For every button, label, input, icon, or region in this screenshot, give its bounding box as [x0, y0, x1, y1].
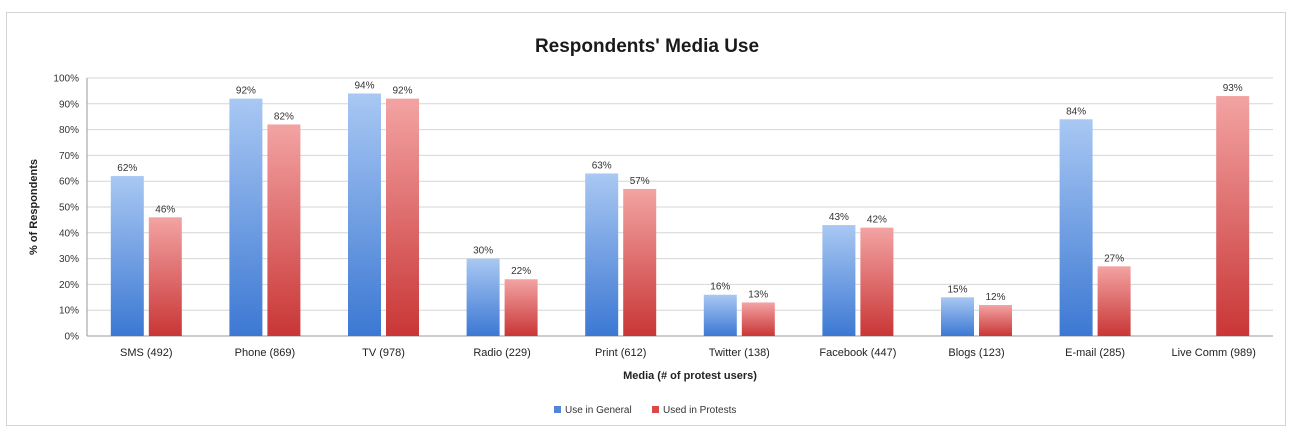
x-axis-title: Media (# of protest users)	[623, 370, 757, 382]
y-tick-label: 50%	[59, 203, 79, 214]
bar-use-in-general	[348, 93, 381, 336]
y-tick-label: 100%	[53, 74, 79, 85]
data-label: 57%	[630, 176, 650, 187]
y-axis-ticks: 0% 10% 20% 30% 40% 50% 60% 70% 80% 90% 100%	[53, 74, 79, 343]
data-label: 46%	[155, 204, 175, 215]
bar-used-in-protests	[267, 124, 301, 336]
legend: Use in General Used in Protests	[554, 405, 736, 416]
bar-use-in-general	[1059, 119, 1093, 336]
data-label: 63%	[592, 160, 612, 171]
bar-use-in-general	[229, 98, 263, 336]
x-category-label: Radio (229)	[473, 347, 530, 359]
data-label: 84%	[1066, 106, 1086, 117]
bars	[110, 93, 1250, 336]
bar-use-in-general	[585, 173, 619, 336]
data-label: 92%	[392, 86, 412, 97]
x-category-label: E-mail (285)	[1065, 347, 1125, 359]
bar-used-in-protests	[504, 279, 538, 336]
y-tick-label: 70%	[59, 151, 79, 162]
y-tick-label: 10%	[59, 306, 79, 317]
x-category-label: Phone (869)	[235, 347, 296, 359]
x-axis-categories: SMS (492) Phone (869) TV (978) Radio (229) P…	[120, 347, 1256, 359]
data-label: 13%	[748, 289, 768, 300]
data-label: 12%	[985, 292, 1005, 303]
y-tick-label: 80%	[59, 125, 79, 136]
data-label: 94%	[354, 80, 374, 91]
data-label: 22%	[511, 266, 531, 277]
y-tick-label: 20%	[59, 280, 79, 291]
chart-frame: Respondents' Media Use 0% 10% 20% 30% 40% 50%…	[6, 12, 1286, 426]
x-category-label: Print (612)	[595, 347, 646, 359]
legend-swatch	[554, 406, 561, 413]
grid-lines	[86, 77, 1273, 337]
x-category-label: Blogs (123)	[948, 347, 1004, 359]
data-labels: 62% 46% 92% 82% 94% 92% 30% 22% 63% 57% 16% 13% 43% 4…	[117, 80, 1243, 303]
data-label: 30%	[473, 246, 493, 257]
bar-use-in-general	[703, 294, 737, 336]
y-tick-label: 0%	[65, 332, 80, 343]
data-label: 92%	[236, 86, 256, 97]
data-label: 16%	[710, 282, 730, 293]
x-category-label: TV (978)	[362, 347, 405, 359]
data-label: 43%	[829, 212, 849, 223]
data-label: 82%	[274, 111, 294, 122]
x-category-label: Facebook (447)	[819, 347, 896, 359]
bar-used-in-protests	[1216, 96, 1250, 336]
bar-used-in-protests	[148, 217, 182, 336]
x-category-label: SMS (492)	[120, 347, 173, 359]
y-tick-label: 60%	[59, 177, 79, 188]
bar-chart: Respondents' Media Use 0% 10% 20% 30% 40% 50%…	[28, 36, 1273, 416]
data-label: 42%	[867, 215, 887, 226]
data-label: 62%	[117, 163, 137, 174]
data-label: 27%	[1104, 253, 1124, 264]
x-category-label: Twitter (138)	[709, 347, 770, 359]
bar-used-in-protests	[386, 98, 419, 336]
x-category-label: Live Comm (989)	[1172, 347, 1256, 359]
bar-use-in-general	[822, 225, 856, 336]
y-tick-label: 40%	[59, 228, 79, 239]
chart-title: Respondents' Media Use	[535, 36, 759, 57]
legend-swatch	[652, 406, 659, 413]
bar-used-in-protests	[741, 302, 775, 336]
data-label: 15%	[947, 284, 967, 295]
bar-use-in-general	[941, 297, 974, 336]
y-axis-title: % of Respondents	[28, 159, 40, 255]
legend-label: Use in General	[565, 405, 632, 416]
legend-label: Used in Protests	[663, 405, 736, 416]
bar-use-in-general	[110, 176, 144, 336]
bar-use-in-general	[466, 258, 500, 336]
data-label: 93%	[1223, 83, 1243, 94]
bar-used-in-protests	[979, 305, 1012, 336]
bar-used-in-protests	[860, 227, 894, 336]
bar-used-in-protests	[1097, 266, 1131, 336]
y-tick-label: 90%	[59, 99, 79, 110]
y-tick-label: 30%	[59, 254, 79, 265]
bar-used-in-protests	[623, 188, 657, 336]
